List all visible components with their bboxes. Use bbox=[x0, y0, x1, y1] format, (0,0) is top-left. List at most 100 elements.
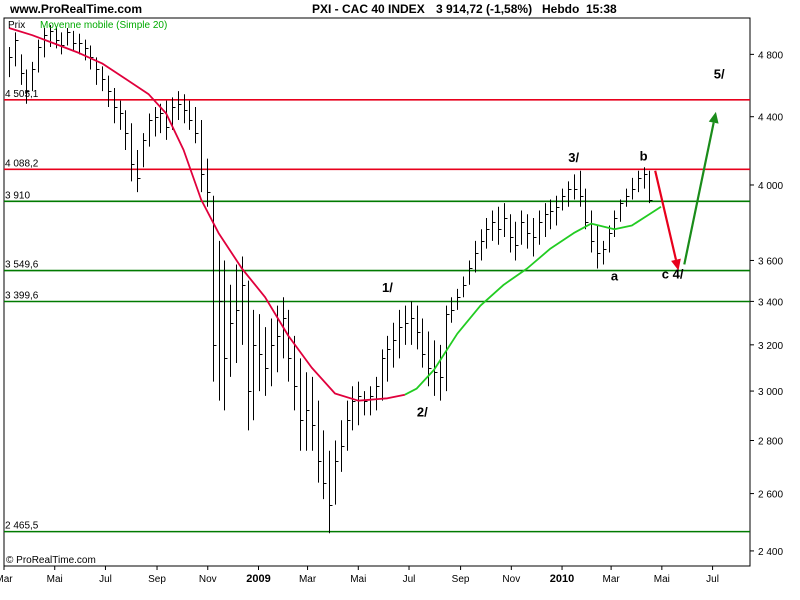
site-url[interactable]: www.ProRealTime.com bbox=[9, 2, 142, 16]
price-bar-102 bbox=[603, 240, 607, 265]
price-bar-15 bbox=[96, 57, 100, 85]
price-bar-91 bbox=[539, 210, 543, 245]
price-bar-81 bbox=[481, 229, 485, 261]
price-bar-22 bbox=[137, 150, 141, 193]
price-bar-27 bbox=[166, 100, 170, 140]
arrow-head bbox=[708, 111, 719, 124]
price-bar-18 bbox=[114, 87, 118, 124]
price-bar-12 bbox=[79, 33, 83, 55]
instrument-name: PXI - CAC 40 INDEX bbox=[312, 2, 425, 16]
price-bar-38 bbox=[230, 284, 234, 377]
price-bar-93 bbox=[550, 199, 554, 230]
price-bar-109 bbox=[644, 167, 648, 189]
wave-label-2: 3/ bbox=[568, 150, 579, 165]
price-bar-103 bbox=[609, 225, 613, 253]
x-axis: Mar Mai Jul Sep Nov 2009 Mar Mai Jul Sep Nov 2010 Ma… bbox=[0, 566, 719, 585]
price-bar-94 bbox=[556, 195, 560, 226]
y-tick-label-4: 3 400 bbox=[758, 297, 783, 308]
forecast-arrows bbox=[654, 111, 719, 271]
price-bar-3 bbox=[26, 69, 30, 104]
price-bar-53 bbox=[318, 400, 322, 483]
price-bar-5 bbox=[38, 39, 42, 73]
copyright: © ProRealTime.com bbox=[6, 555, 96, 566]
price-bar-61 bbox=[364, 391, 368, 416]
level-label-2: 3 910 bbox=[5, 190, 30, 201]
price-bar-45 bbox=[271, 318, 275, 387]
price-bar-17 bbox=[108, 75, 112, 108]
price-bar-108 bbox=[638, 170, 642, 193]
price-bar-99 bbox=[585, 188, 589, 230]
price-bar-59 bbox=[352, 386, 356, 431]
price-bar-83 bbox=[492, 210, 496, 241]
price-bar-29 bbox=[178, 91, 182, 120]
price-bar-37 bbox=[224, 260, 228, 411]
y-tick-label-5: 3 200 bbox=[758, 341, 783, 352]
price-bar-58 bbox=[347, 400, 351, 451]
x-tick-label-14: Jul bbox=[706, 574, 719, 585]
price-bar-54 bbox=[323, 430, 327, 500]
level-label-1: 4 088,2 bbox=[5, 158, 39, 169]
price-bar-105 bbox=[620, 199, 624, 222]
price-bar-85 bbox=[504, 203, 508, 237]
price-bar-97 bbox=[574, 174, 578, 200]
x-tick-label-1: Mai bbox=[47, 574, 63, 585]
ma-segment-0 bbox=[8, 27, 406, 402]
x-tick-label-4: Nov bbox=[199, 574, 217, 585]
price-bar-68 bbox=[405, 305, 409, 345]
price-bar-75 bbox=[446, 305, 450, 392]
price-bar-74 bbox=[440, 344, 444, 401]
y-tick-label-8: 2 600 bbox=[758, 490, 783, 501]
x-tick-label-7: Mai bbox=[350, 574, 366, 585]
y-tick-label-9: 2 400 bbox=[758, 547, 783, 558]
price-bar-86 bbox=[510, 214, 514, 253]
price-bar-25 bbox=[155, 107, 159, 137]
price-bars bbox=[9, 25, 653, 534]
y-tick-label-6: 3 000 bbox=[758, 387, 783, 398]
price-bar-104 bbox=[614, 210, 618, 237]
price-bar-110 bbox=[649, 170, 653, 204]
price-bar-69 bbox=[411, 301, 415, 345]
price-bar-7 bbox=[50, 25, 54, 47]
price-bar-60 bbox=[358, 381, 362, 426]
price-bar-79 bbox=[469, 260, 473, 285]
wave-label-3: a bbox=[611, 269, 619, 284]
price-bar-64 bbox=[382, 349, 386, 401]
y-tick-label-0: 4 800 bbox=[758, 50, 783, 61]
price-bar-23 bbox=[143, 133, 147, 168]
level-label-4: 3 399,6 bbox=[5, 290, 39, 301]
price-bar-71 bbox=[422, 318, 426, 368]
price-bar-51 bbox=[306, 372, 310, 451]
price-bar-57 bbox=[341, 420, 345, 472]
price-bar-78 bbox=[463, 276, 467, 298]
price-bar-24 bbox=[149, 113, 153, 147]
plot-frame bbox=[3, 17, 751, 567]
y-tick-label-2: 4 000 bbox=[758, 181, 783, 192]
price-bar-72 bbox=[428, 331, 432, 387]
price-bar-52 bbox=[312, 376, 316, 451]
price-bar-36 bbox=[219, 240, 223, 401]
forecast-arrow-1 bbox=[683, 111, 719, 265]
price-bar-42 bbox=[253, 309, 257, 421]
horizontal-levels: 4 505,1 4 088,2 3 910 3 549,6 3 399,6 2 465,5 bbox=[4, 89, 750, 533]
price-bar-67 bbox=[399, 309, 403, 359]
price-bar-76 bbox=[451, 297, 455, 323]
x-tick-label-10: Nov bbox=[502, 574, 520, 585]
price-bar-63 bbox=[376, 376, 380, 411]
price-bar-100 bbox=[591, 210, 595, 253]
price-bar-33 bbox=[201, 119, 205, 193]
moving-average bbox=[8, 27, 662, 402]
period-label: Hebdo bbox=[542, 2, 579, 16]
x-tick-label-11: 2010 bbox=[550, 573, 574, 585]
time-label: 15:38 bbox=[586, 2, 617, 16]
price-bar-44 bbox=[265, 327, 269, 396]
x-tick-label-8: Jul bbox=[403, 574, 416, 585]
price-bar-84 bbox=[498, 206, 502, 245]
price-bar-50 bbox=[300, 358, 304, 451]
price-bar-48 bbox=[288, 309, 292, 382]
price-bar-11 bbox=[73, 30, 77, 52]
price-bar-77 bbox=[457, 288, 461, 310]
price-bar-10 bbox=[67, 27, 71, 46]
wave-label-0: 1/ bbox=[382, 280, 393, 295]
level-label-5: 2 465,5 bbox=[5, 521, 39, 532]
